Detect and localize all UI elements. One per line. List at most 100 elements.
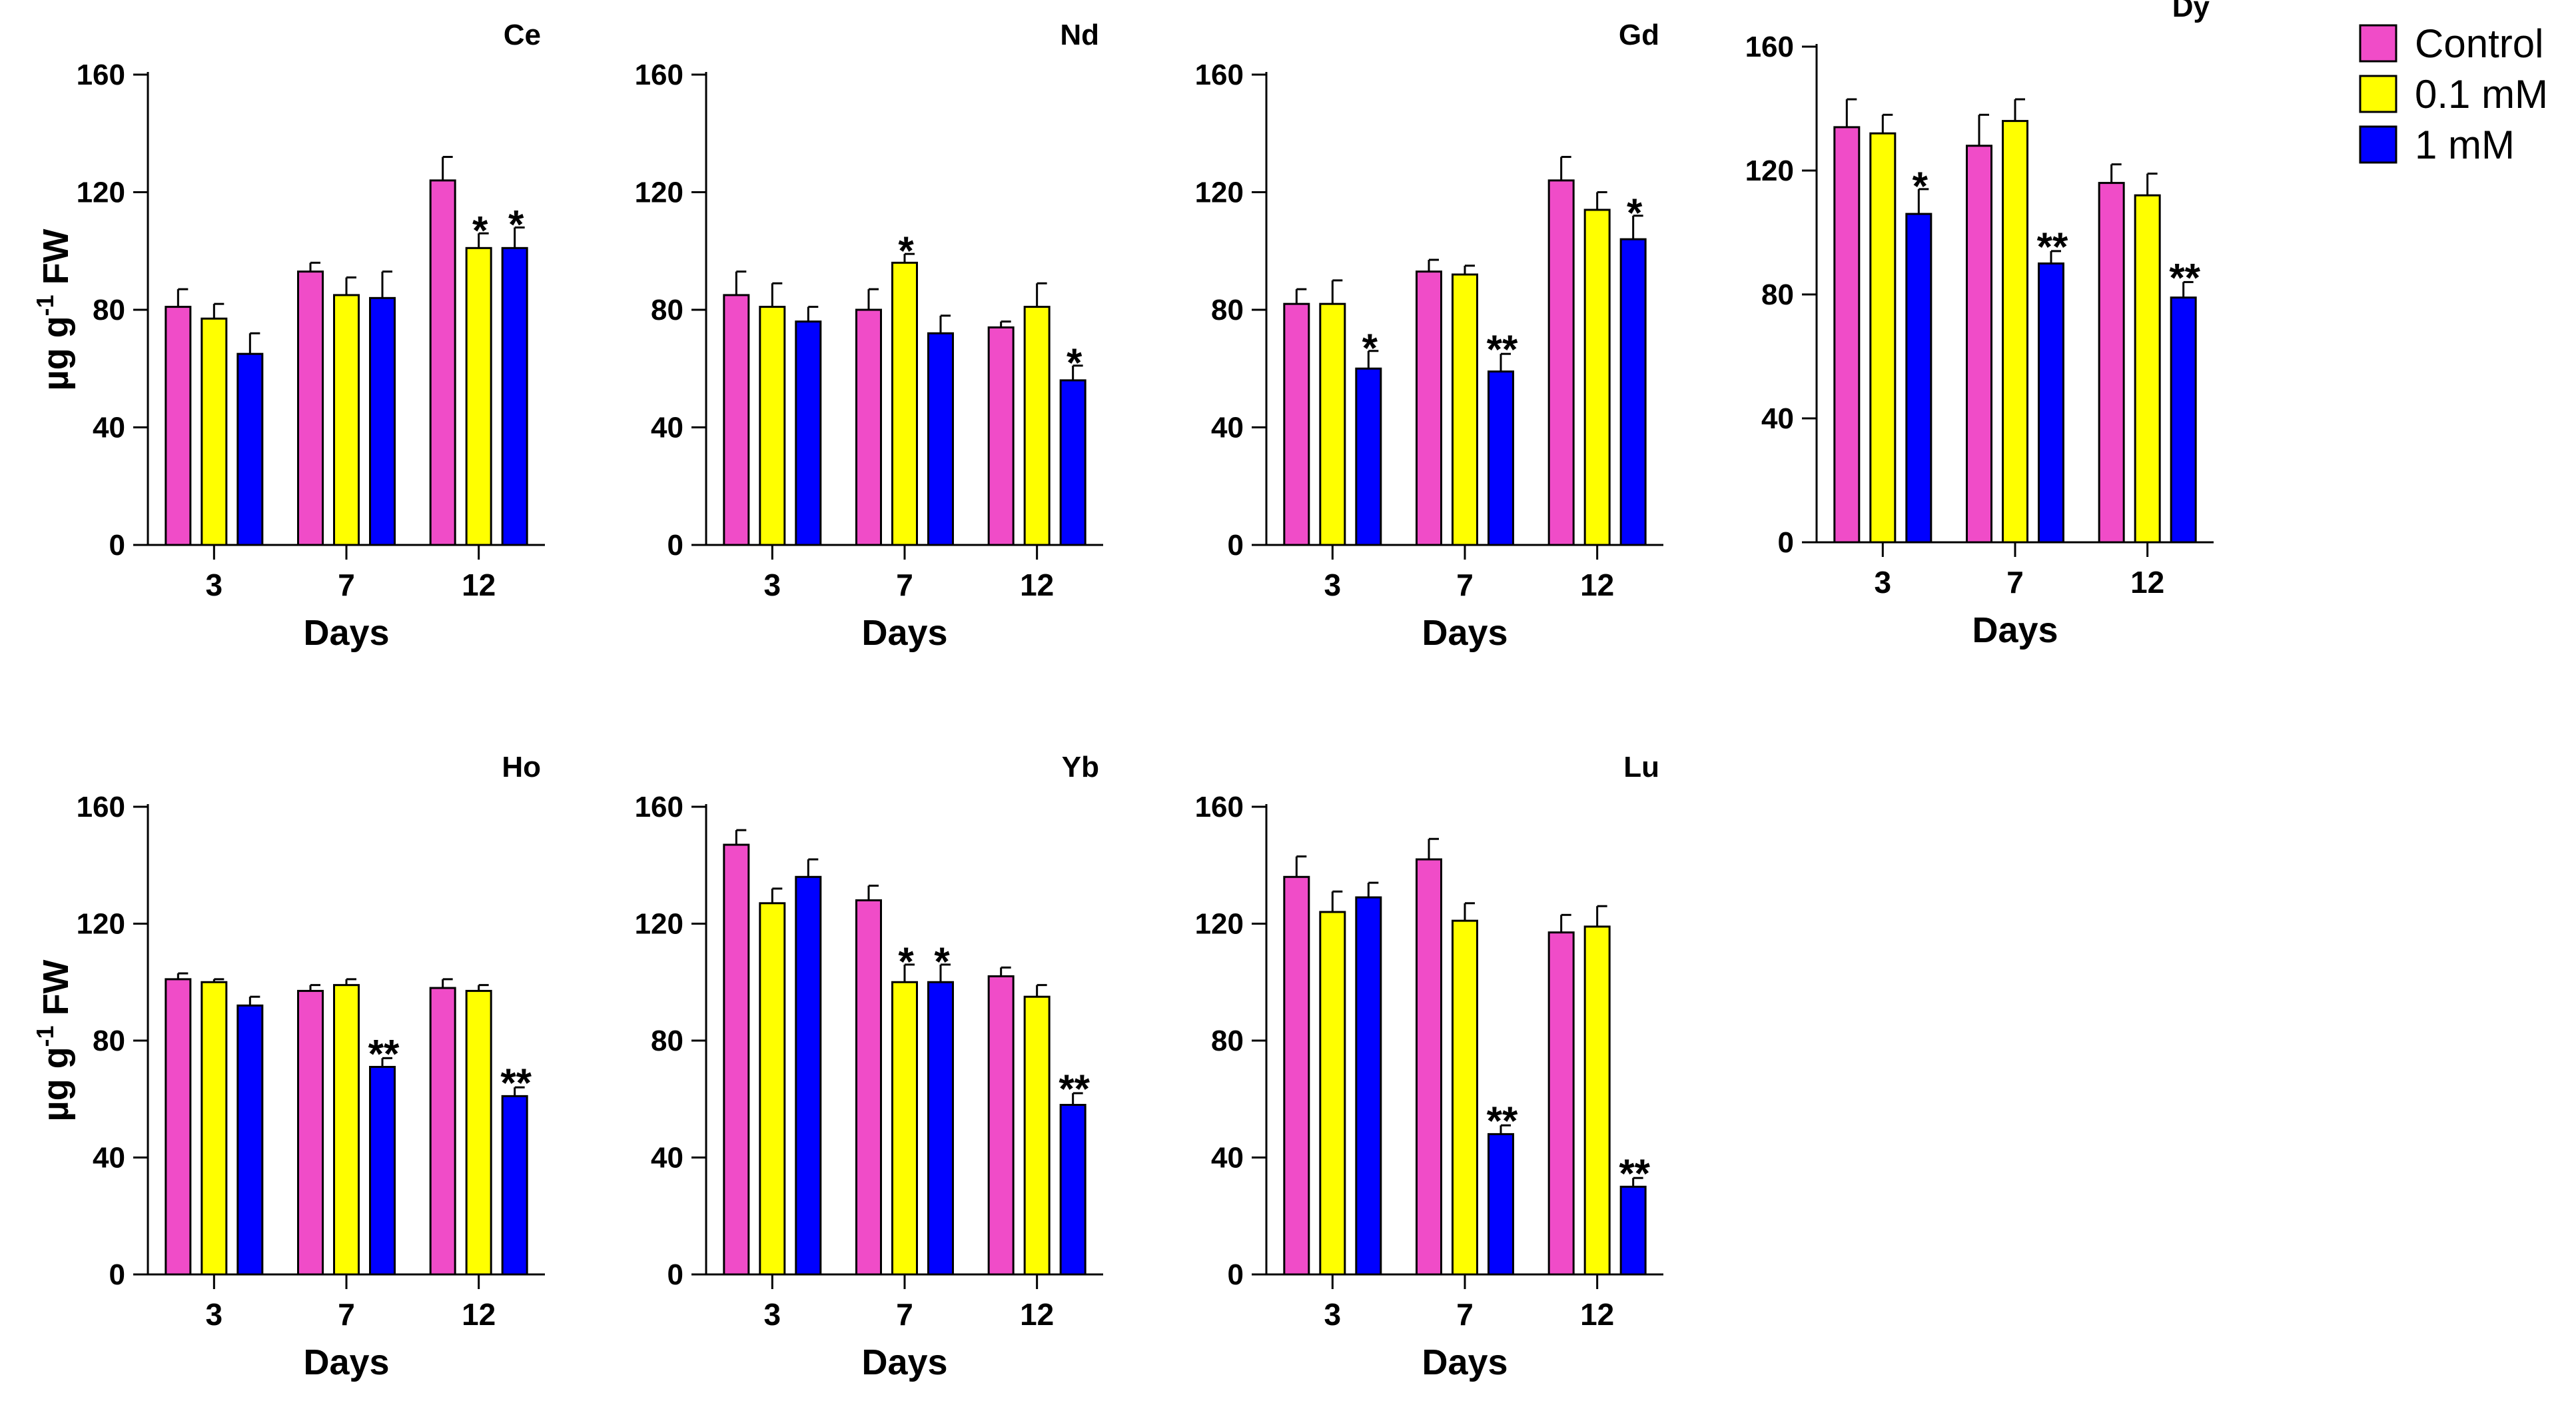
bar-lu-01mm-day12 [1583, 925, 1611, 1276]
x-axis-title: Days [303, 613, 389, 653]
bar-ho-1mm-day3 [236, 1004, 264, 1276]
significance-mark: * [472, 208, 488, 252]
y-axis-title-unit: µg g [36, 1047, 76, 1121]
significance-mark: * [1362, 326, 1378, 370]
bar-gd-1mm-day7 [1488, 370, 1514, 546]
x-tick-label: 7 [2006, 565, 2024, 600]
y-tick-label: 40 [93, 412, 125, 444]
significance-mark: * [934, 939, 950, 984]
y-axis-title-exponent: -1 [31, 294, 59, 316]
y-axis-title-unit: µg g [36, 316, 76, 390]
bar-lu-control-day7 [1416, 858, 1442, 1276]
x-tick-label: 12 [462, 1297, 496, 1332]
x-tick-label: 12 [1580, 1297, 1614, 1332]
y-tick-label: 160 [77, 59, 125, 91]
panel-title: Dy [2172, 0, 2210, 23]
bar-lu-control-day3 [1283, 875, 1310, 1276]
x-tick-label: 3 [1324, 568, 1342, 602]
bar-ho-01mm-day7 [333, 984, 360, 1276]
bar-ce-01mm-day3 [201, 317, 228, 546]
legend-swatch-control [2359, 24, 2397, 63]
y-axis-title: µg g-1 FW [31, 229, 76, 390]
significance-mark: * [898, 229, 914, 273]
significance-mark: ** [1619, 1151, 1650, 1196]
significance-mark: * [508, 202, 524, 246]
y-tick-label: 40 [93, 1142, 125, 1174]
y-tick-label: 120 [635, 177, 683, 209]
y-tick-label: 120 [77, 908, 125, 941]
y-tick-label: 160 [1195, 59, 1244, 91]
y-tick-label: 160 [635, 791, 683, 823]
bar-ho-01mm-day12 [465, 989, 492, 1276]
y-tick-label: 40 [1211, 412, 1244, 444]
y-tick-label: 80 [651, 294, 683, 326]
y-axis-title-suffix: FW [36, 229, 76, 294]
bar-gd-1mm-day12 [1619, 238, 1647, 546]
x-tick-label: 7 [338, 1297, 355, 1332]
bar-ce-1mm-day12 [501, 246, 528, 546]
bar-yb-1mm-day12 [1059, 1104, 1086, 1276]
y-tick-label: 80 [93, 294, 125, 326]
panel-title: Ce [504, 19, 541, 51]
x-tick-label: 12 [1020, 568, 1054, 602]
x-tick-label: 3 [764, 1297, 781, 1332]
y-tick-label: 40 [1761, 402, 1794, 435]
bar-yb-control-day3 [723, 843, 750, 1276]
bar-gd-01mm-day12 [1583, 209, 1611, 546]
bar-lu-01mm-day3 [1319, 911, 1346, 1276]
panel-title: Ho [502, 751, 541, 783]
bar-nd-1mm-day7 [927, 332, 954, 546]
y-axis-title-suffix: FW [36, 959, 76, 1025]
y-tick-label: 80 [1211, 294, 1244, 326]
significance-mark: ** [1487, 1099, 1518, 1143]
legend: Control 0.1 mM 1 mM [2359, 21, 2548, 167]
y-tick-label: 160 [635, 59, 683, 91]
bar-lu-control-day12 [1547, 931, 1575, 1276]
bar-ce-control-day7 [297, 270, 324, 546]
x-tick-label: 12 [2130, 565, 2164, 600]
panel-title: Gd [1619, 19, 1659, 51]
y-tick-label: 160 [77, 791, 125, 823]
y-axis-title-exponent: -1 [31, 1025, 59, 1047]
significance-mark: * [1913, 164, 1929, 209]
bar-yb-1mm-day3 [795, 875, 822, 1276]
bar-ce-1mm-day7 [369, 296, 396, 546]
x-tick-label: 3 [206, 1297, 223, 1332]
bar-ho-1mm-day12 [501, 1095, 528, 1276]
x-tick-label: 12 [1580, 568, 1614, 602]
x-axis-title: Days [303, 1342, 389, 1382]
y-tick-label: 0 [1778, 526, 1794, 559]
significance-mark: ** [1487, 327, 1518, 372]
panel-title: Nd [1060, 19, 1099, 51]
y-tick-label: 160 [1745, 31, 1794, 63]
significance-mark: ** [2037, 225, 2068, 269]
legend-swatch-1mm [2359, 125, 2397, 164]
x-tick-label: 3 [764, 568, 781, 602]
y-tick-label: 80 [1211, 1025, 1244, 1057]
significance-mark: ** [2169, 255, 2200, 300]
legend-label: Control [2415, 21, 2543, 66]
y-tick-label: 0 [1228, 1258, 1244, 1291]
x-tick-label: 7 [1456, 1297, 1474, 1332]
y-tick-label: 120 [635, 908, 683, 941]
bar-dy-01mm-day3 [1869, 132, 1897, 544]
bar-ce-01mm-day7 [333, 294, 360, 546]
y-axis-title: µg g-1 FW [31, 959, 76, 1121]
y-tick-label: 40 [651, 412, 683, 444]
bar-nd-01mm-day7 [891, 261, 918, 546]
bar-dy-01mm-day7 [2002, 120, 2028, 544]
significance-mark: * [1067, 340, 1082, 385]
y-tick-label: 0 [667, 1258, 683, 1291]
panel-title: Lu [1623, 751, 1659, 783]
bar-nd-1mm-day3 [795, 320, 822, 546]
bar-nd-control-day3 [723, 294, 750, 546]
y-tick-label: 40 [1211, 1142, 1244, 1174]
bar-dy-control-day12 [2098, 182, 2125, 544]
bar-ce-control-day3 [165, 306, 192, 546]
